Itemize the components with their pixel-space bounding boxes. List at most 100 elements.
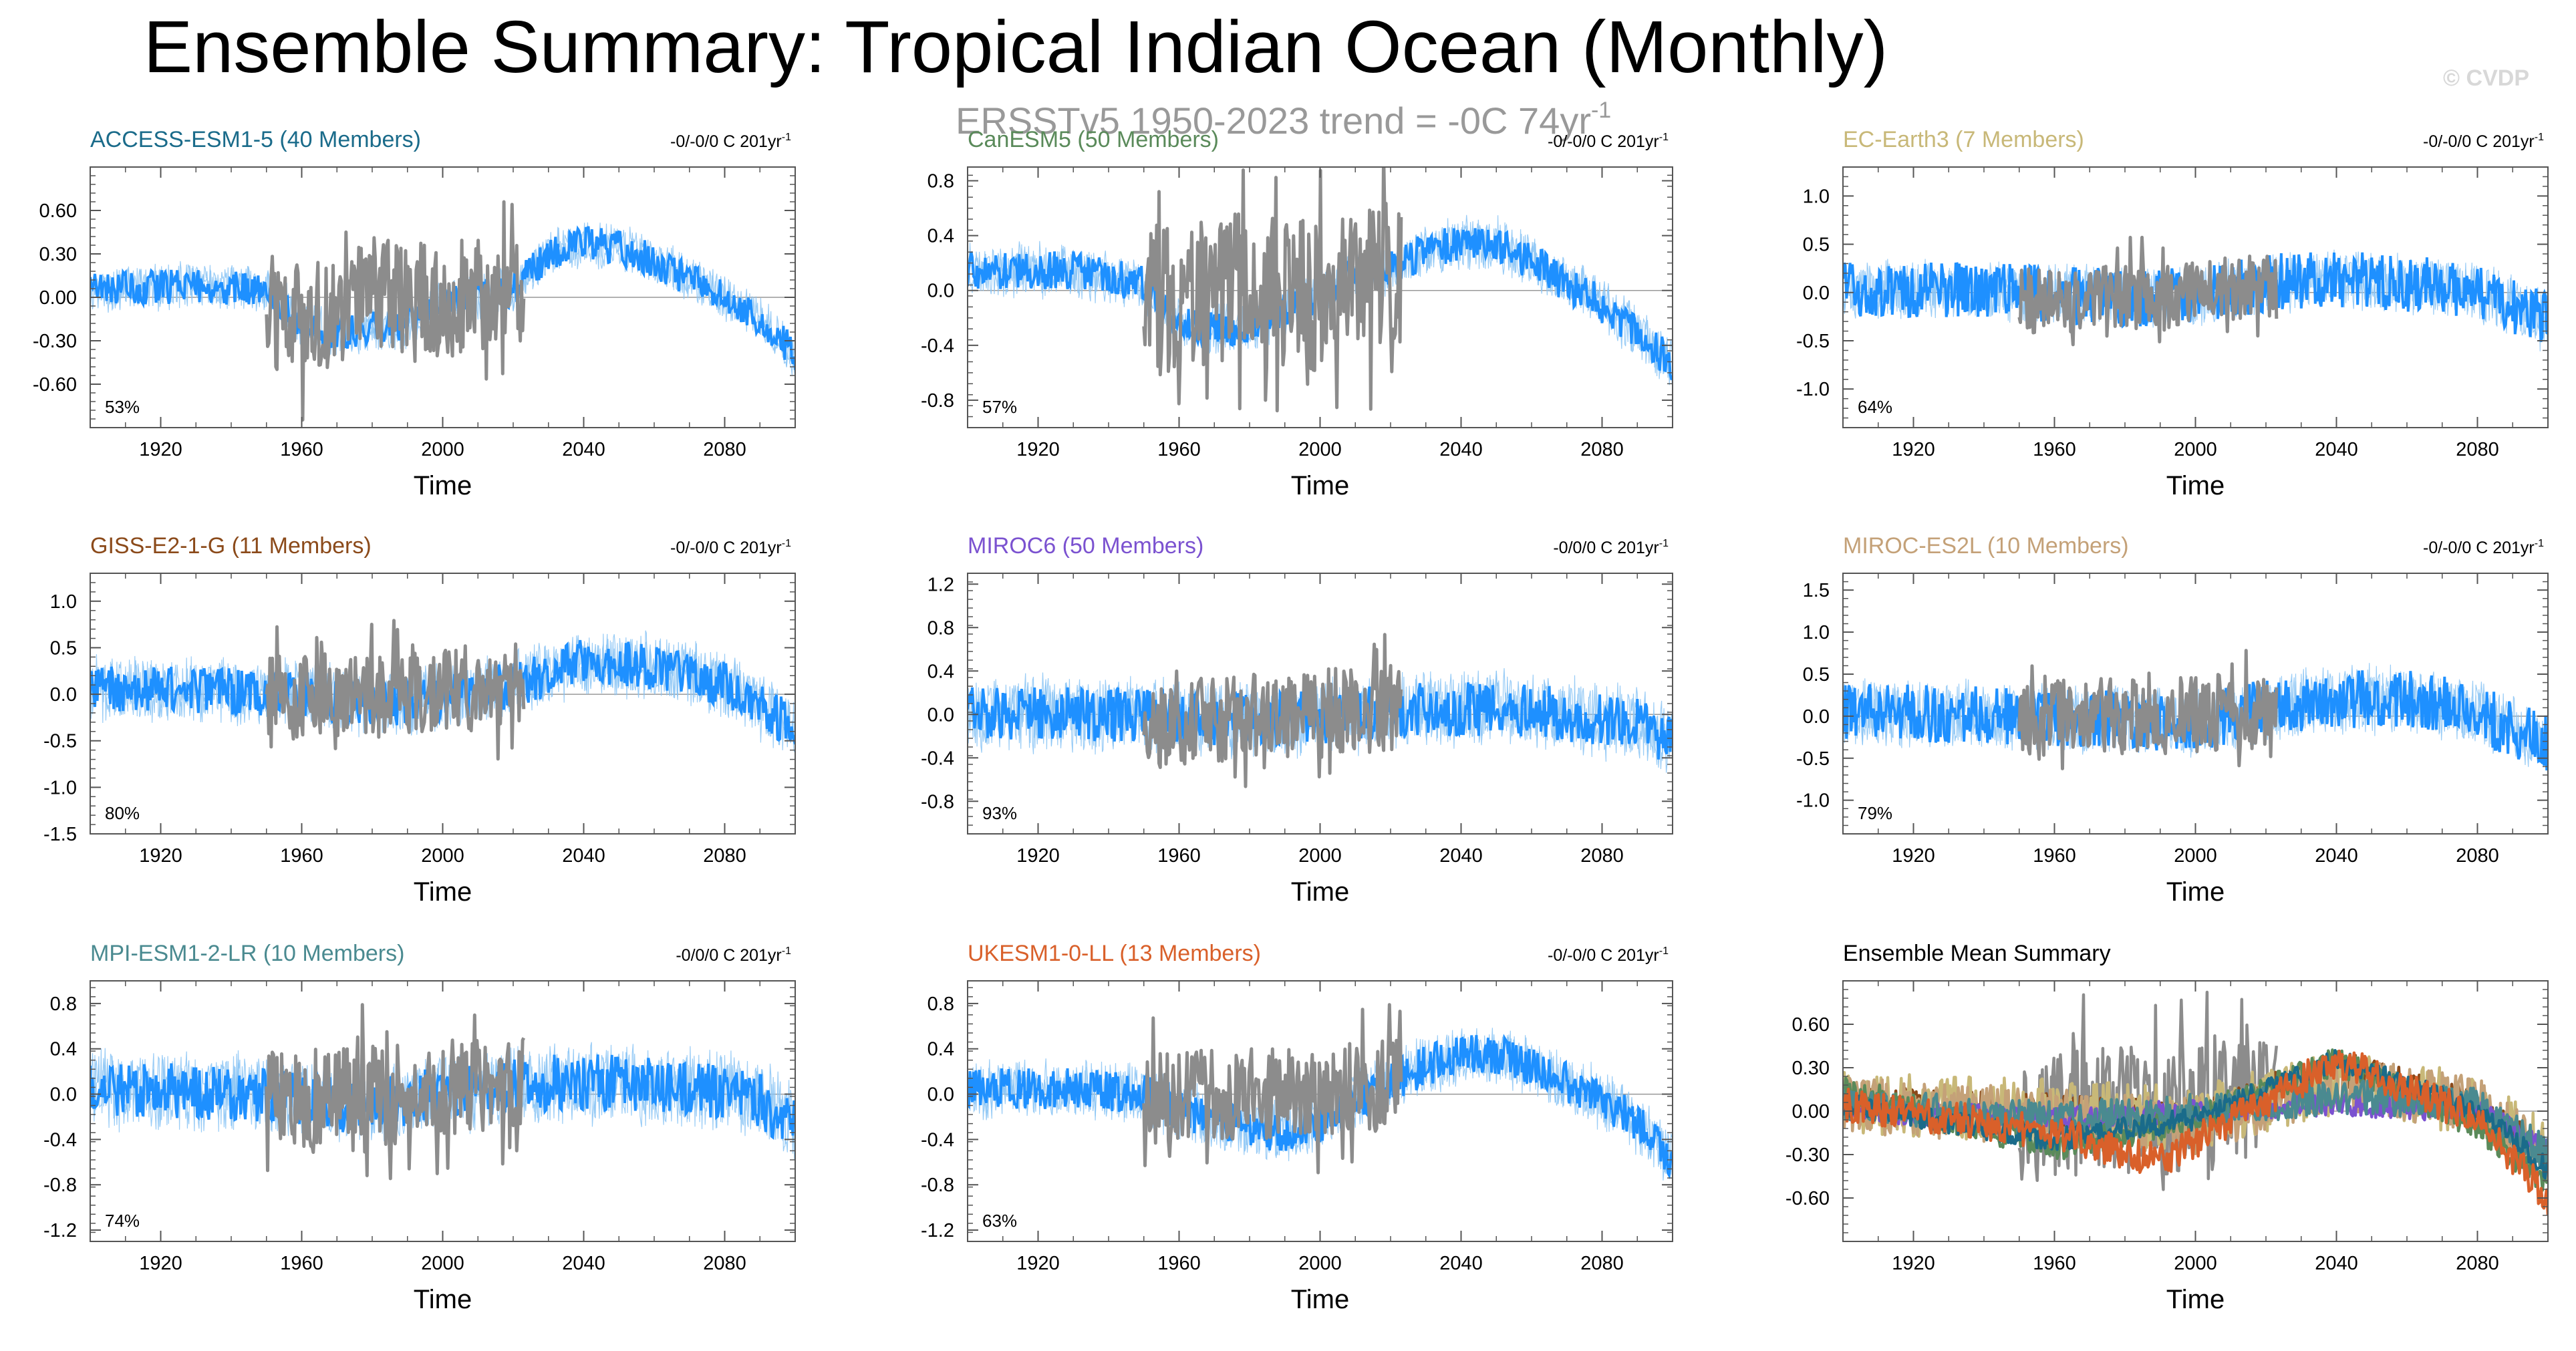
watermark: © CVDP	[2443, 65, 2529, 91]
x-tick-label: 1960	[280, 439, 323, 460]
x-tick-label: 2000	[2174, 1253, 2217, 1274]
y-tick-label: 0.60	[39, 200, 77, 222]
x-tick-label: 2080	[1580, 439, 1624, 460]
panel-trend-sup: -1	[1659, 538, 1669, 549]
panel-ecearth: EC-Earth3 (7 Members) -0/-0/0 C 201yr-1 19…	[1796, 127, 2549, 500]
panel-trend-text: -0/0/0 C 201yr	[676, 946, 781, 965]
y-tick-label: -0.5	[1796, 748, 1830, 770]
x-axis-title: Time	[1291, 877, 1349, 907]
plot-area	[968, 1003, 1673, 1181]
panel-summary: Ensemble Mean Summary 1920 1960 2000 2040 208…	[1785, 941, 2549, 1314]
series-line-ukesm1-0-ll	[1843, 1049, 2548, 1215]
x-tick-label: 1960	[1157, 1253, 1201, 1274]
y-tick-label: 0.5	[50, 637, 77, 659]
x-axis-title: Time	[2166, 471, 2225, 500]
obs-trend-sup: -1	[1591, 98, 1611, 123]
y-tick-label: 0.0	[927, 281, 954, 302]
x-tick-label: 1960	[280, 1253, 323, 1274]
panel-mirocs: MIROC-ES2L (10 Members) -0/-0/0 C 201yr-1…	[1796, 533, 2549, 907]
percent-label: 57%	[982, 397, 1017, 417]
plot-area	[90, 619, 795, 761]
panel-title: Ensemble Mean Summary	[1843, 941, 2111, 966]
panel-trend-text: -0/-0/0 C 201yr	[1548, 132, 1659, 151]
panel-trend-text: -0/-0/0 C 201yr	[2423, 132, 2535, 151]
panel-trend-label: -0/-0/0 C 201yr-1	[670, 132, 791, 151]
x-axis-title: Time	[414, 1285, 472, 1314]
x-tick-label: 1920	[139, 439, 182, 460]
x-tick-label: 1920	[1016, 439, 1060, 460]
panel-trend-sup: -1	[1659, 132, 1669, 143]
y-tick-label: 0.4	[50, 1039, 77, 1060]
panel-mpi: MPI-ESM1-2-LR (10 Members) -0/0/0 C 201yr…	[43, 941, 796, 1314]
x-tick-label: 1920	[1892, 1253, 1935, 1274]
x-tick-label: 2040	[2315, 1253, 2358, 1274]
percent-label: 53%	[105, 397, 140, 417]
y-tick-label: -0.5	[43, 731, 77, 752]
x-axis-title: Time	[1291, 1285, 1349, 1314]
x-tick-label: 2080	[703, 1253, 746, 1274]
panel-giss: GISS-E2-1-G (11 Members) -0/-0/0 C 201yr-…	[43, 533, 796, 907]
observations-line	[1142, 633, 1403, 788]
x-tick-label: 2080	[2456, 1253, 2499, 1274]
x-tick-label: 2040	[1439, 845, 1483, 867]
y-tick-label: 0.00	[1792, 1101, 1830, 1122]
panel-trend-label: -0/0/0 C 201yr-1	[1553, 538, 1669, 557]
observations-line	[2017, 235, 2279, 347]
panel-title: MIROC6 (50 Members)	[968, 533, 1203, 559]
y-tick-label: 1.0	[1803, 186, 1830, 207]
x-tick-label: 2080	[2456, 845, 2499, 867]
y-tick-label: 0.8	[927, 171, 954, 192]
panel-trend-sup: -1	[782, 538, 791, 549]
y-tick-label: -1.0	[1796, 790, 1830, 812]
panel-trend-label: -0/-0/0 C 201yr-1	[1548, 945, 1669, 965]
x-tick-label: 2040	[562, 439, 605, 460]
panel-canesm: CanESM5 (50 Members) -0/-0/0 C 201yr-1 192…	[921, 127, 1673, 500]
x-tick-label: 2000	[2174, 845, 2217, 867]
y-tick-label: 0.8	[50, 994, 77, 1015]
x-tick-label: 1960	[2033, 1253, 2076, 1274]
x-tick-label: 2040	[2315, 845, 2358, 867]
y-tick-label: -0.8	[921, 791, 954, 812]
ensemble-mean-line	[968, 682, 1673, 760]
panel-title: GISS-E2-1-G (11 Members)	[90, 533, 372, 559]
panel-trend-label: -0/-0/0 C 201yr-1	[2423, 132, 2544, 151]
panels: ACCESS-ESM1-5 (40 Members) -0/-0/0 C 201y…	[33, 127, 2549, 1314]
y-tick-label: 0.8	[927, 994, 954, 1015]
y-tick-label: 0.0	[1803, 283, 1830, 304]
x-tick-label: 2000	[1298, 1253, 1342, 1274]
y-tick-label: 0.5	[1803, 664, 1830, 686]
panel-trend-text: -0/-0/0 C 201yr	[670, 539, 782, 557]
x-tick-label: 2000	[421, 845, 464, 867]
x-tick-label: 2040	[1439, 439, 1483, 460]
panel-miroc6: MIROC6 (50 Members) -0/0/0 C 201yr-1 1920 1…	[921, 533, 1673, 907]
y-tick-label: 0.0	[50, 684, 77, 706]
plot-area	[968, 633, 1673, 788]
y-tick-label: 1.0	[1803, 622, 1830, 643]
figure-title: Ensemble Summary: Tropical Indian Ocean …	[144, 6, 1888, 88]
percent-label: 63%	[982, 1211, 1017, 1231]
x-axis-title: Time	[414, 877, 472, 907]
x-tick-label: 1960	[1157, 845, 1201, 867]
plot-area	[90, 200, 795, 422]
x-tick-label: 1920	[1016, 845, 1060, 867]
panel-title: MPI-ESM1-2-LR (10 Members)	[90, 941, 404, 966]
x-tick-label: 1960	[2033, 845, 2076, 867]
y-tick-label: -1.0	[1796, 379, 1830, 400]
x-tick-label: 1920	[139, 1253, 182, 1274]
y-tick-label: 0.60	[1792, 1014, 1830, 1036]
y-tick-label: 0.4	[927, 1039, 954, 1060]
x-tick-label: 2080	[1580, 845, 1624, 867]
y-tick-label: -1.2	[921, 1220, 954, 1241]
obs-trend-subtitle: ERSSTv5 1950-2023 trend = -0C 74yr-1	[956, 98, 1611, 142]
y-tick-label: 0.0	[927, 704, 954, 726]
x-tick-label: 2040	[2315, 439, 2358, 460]
panel-trend-label: -0/-0/0 C 201yr-1	[670, 538, 791, 557]
x-tick-label: 1920	[1016, 1253, 1060, 1274]
y-tick-label: -0.5	[1796, 331, 1830, 352]
panel-title: ACCESS-ESM1-5 (40 Members)	[90, 127, 421, 152]
y-tick-label: 0.0	[50, 1084, 77, 1106]
x-tick-label: 2080	[1580, 1253, 1624, 1274]
percent-label: 74%	[105, 1211, 140, 1231]
y-tick-label: 0.00	[39, 287, 77, 309]
